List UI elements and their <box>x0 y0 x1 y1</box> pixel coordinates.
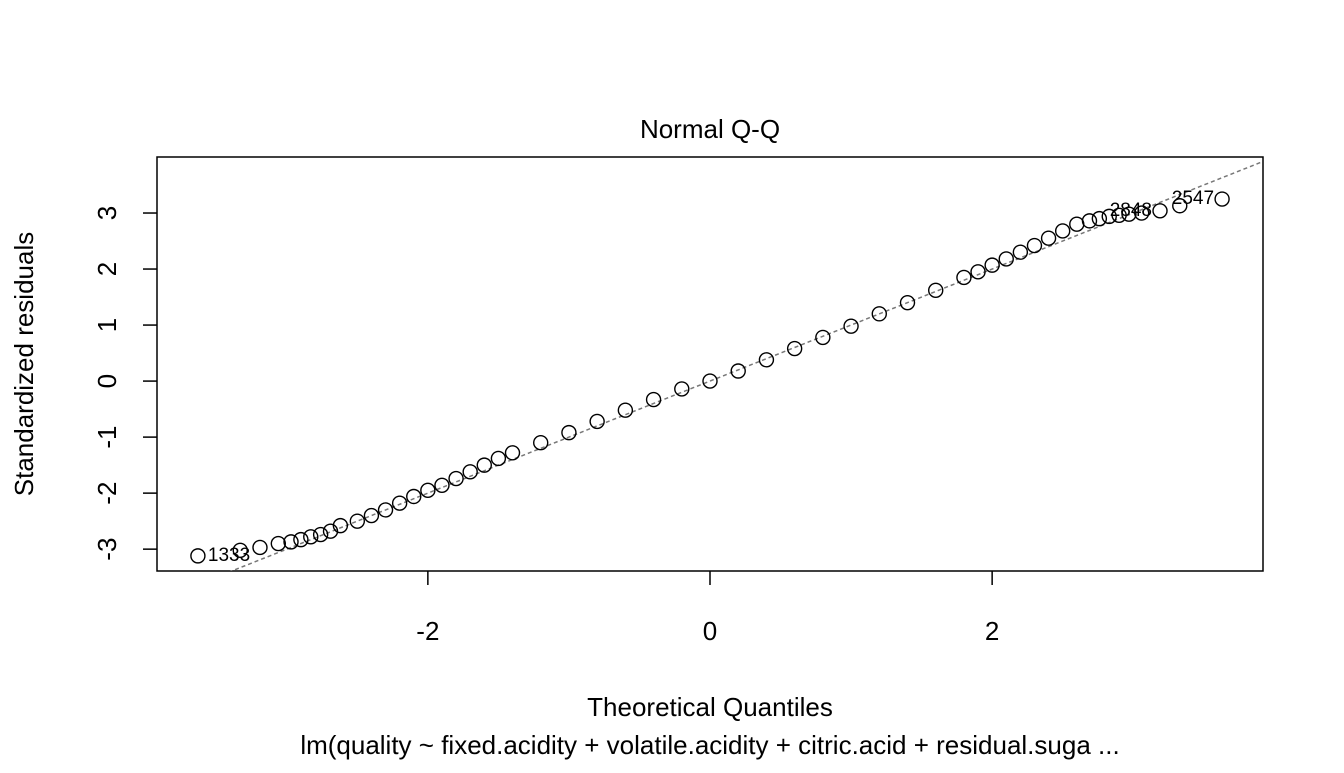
point <box>1081 213 1098 229</box>
point <box>1121 206 1137 222</box>
y-tick-label: 0 <box>92 374 122 388</box>
point <box>1040 230 1057 246</box>
point <box>1101 208 1117 225</box>
point <box>871 306 887 322</box>
point <box>190 548 206 564</box>
x-tick-label: -2 <box>416 616 439 646</box>
point-label: 2848 <box>1110 200 1152 221</box>
point <box>617 402 634 418</box>
point <box>674 381 690 397</box>
point <box>843 318 859 334</box>
point <box>1111 207 1127 223</box>
point <box>232 542 248 558</box>
x-tick-label: 0 <box>703 616 717 646</box>
point <box>1026 237 1043 254</box>
y-tick-label: 3 <box>92 206 122 220</box>
y-tick-label: 1 <box>92 318 122 332</box>
point <box>1214 191 1230 207</box>
point <box>349 513 366 529</box>
point <box>1054 223 1071 239</box>
plot-frame <box>156 156 1264 572</box>
x-tick-label: 2 <box>985 616 999 646</box>
point <box>1091 210 1108 227</box>
point <box>312 526 329 543</box>
point <box>377 502 394 518</box>
point <box>561 424 577 441</box>
point-label: 1333 <box>208 545 250 566</box>
subtitle: lm(quality ~ fixed.acidity + volatile.ac… <box>300 730 1119 760</box>
point <box>984 257 1000 273</box>
point <box>533 435 549 451</box>
point <box>1069 216 1085 232</box>
point <box>928 282 944 299</box>
point <box>815 329 831 346</box>
y-axis-label: Standardized residuals <box>9 232 39 497</box>
point-label: 2547 <box>1172 188 1214 209</box>
point <box>589 413 605 430</box>
point <box>730 363 746 379</box>
point <box>332 517 349 534</box>
point <box>786 340 803 357</box>
y-tick-label: -1 <box>92 426 122 449</box>
point <box>504 445 521 461</box>
point <box>476 457 492 473</box>
point <box>899 294 916 311</box>
point <box>391 495 408 511</box>
point <box>490 450 507 467</box>
x-axis-label: Theoretical Quantiles <box>587 692 833 722</box>
point <box>283 534 299 550</box>
point <box>303 529 319 545</box>
chart-title: Normal Q-Q <box>640 114 780 144</box>
point <box>434 477 450 493</box>
point <box>1133 205 1150 221</box>
y-tick-label: 2 <box>92 262 122 276</box>
point <box>956 269 972 286</box>
point <box>1012 244 1029 260</box>
point <box>448 470 464 487</box>
point <box>645 391 662 408</box>
point <box>758 352 775 368</box>
point <box>270 535 287 552</box>
point <box>462 464 478 480</box>
point <box>293 531 309 548</box>
y-tick-label: -2 <box>92 482 122 505</box>
qq-line <box>229 160 1263 571</box>
point <box>1172 198 1188 214</box>
y-tick-label: -3 <box>92 538 122 561</box>
point <box>1152 203 1168 219</box>
point <box>322 523 339 539</box>
point <box>970 264 986 280</box>
point <box>998 251 1014 267</box>
point <box>702 373 718 389</box>
point <box>420 482 436 499</box>
point <box>252 539 268 556</box>
point <box>406 488 422 505</box>
point <box>363 507 380 524</box>
